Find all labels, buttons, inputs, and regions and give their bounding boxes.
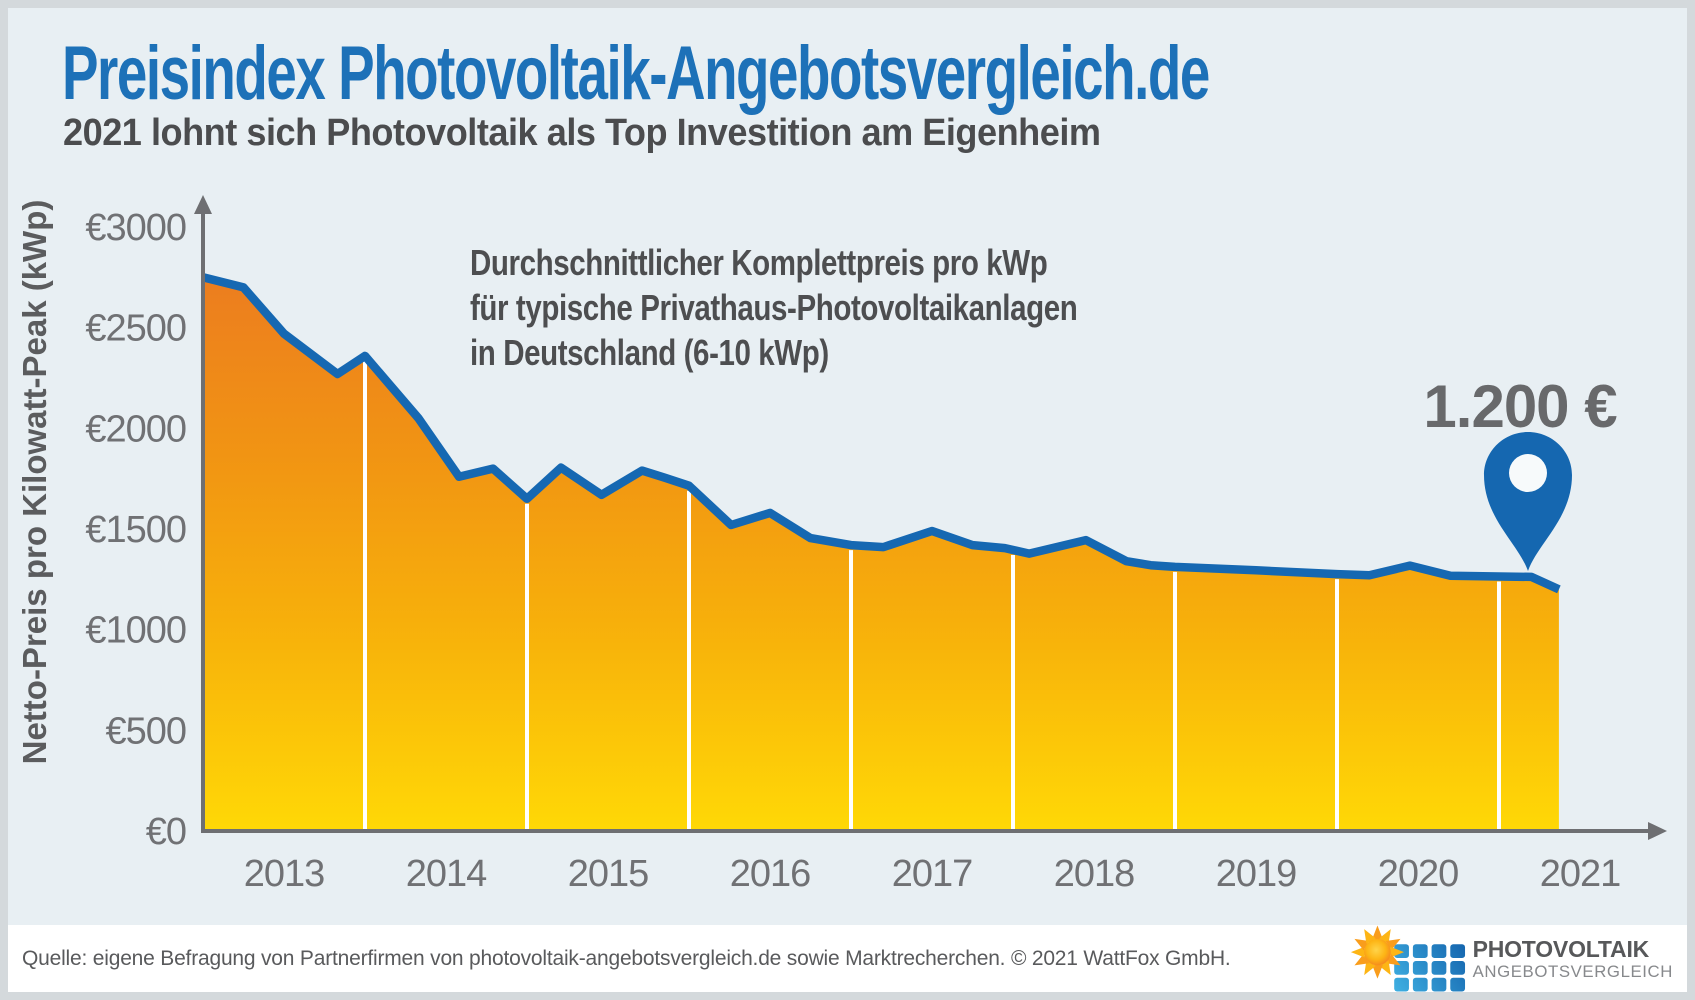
price-callout-label: 1.200 € [1423, 373, 1617, 440]
annotation-line-2: für typische Privathaus-Photovoltaikanla… [470, 287, 1078, 328]
page-subtitle: 2021 lohnt sich Photovoltaik als Top Inv… [63, 112, 1101, 154]
x-tick-2018: 2018 [1054, 853, 1135, 895]
annotation-line-1: Durchschnittlicher Komplettpreis pro kWp [470, 242, 1048, 283]
price-line [201, 273, 1561, 594]
annotation-line-3: in Deutschland (6-10 kWp) [470, 332, 829, 373]
y-axis-title: Netto-Preis pro Kilowatt-Peak (kWp) [16, 199, 53, 765]
logo-word-photovoltaik: PHOTOVOLTAIK [1472, 935, 1650, 962]
y-axis-arrow-icon [194, 195, 212, 214]
brand-logo: PHOTOVOLTAIK ANGEBOTSVERGLEICH [1345, 925, 1673, 993]
footer-bar: Quelle: eigene Befragung von Partnerfirm… [0, 925, 1695, 993]
x-tick-2021: 2021 [1540, 853, 1621, 895]
x-axis-arrow-icon [1648, 822, 1667, 840]
source-text: Quelle: eigene Befragung von Partnerfirm… [22, 947, 1231, 970]
x-tick-2020: 2020 [1378, 853, 1459, 895]
location-pin-icon [1484, 432, 1572, 571]
chart-annotation: Durchschnittlicher Komplettpreis pro kWp… [470, 240, 1078, 375]
page-title: Preisindex Photovoltaik-Angebotsvergleic… [62, 31, 1210, 116]
x-tick-2013: 2013 [244, 853, 325, 895]
price-area-fill [203, 277, 1559, 829]
logo-word-angebotsvergleich: ANGEBOTSVERGLEICH [1472, 961, 1673, 981]
solar-panel-grid [1393, 944, 1465, 992]
x-tick-2017: 2017 [892, 853, 973, 895]
x-tick-2019: 2019 [1216, 853, 1297, 895]
x-tick-2015: 2015 [568, 853, 649, 895]
solar-panel-sun-icon [1350, 925, 1465, 992]
y-tick-500: €500 [105, 710, 186, 752]
x-tick-2016: 2016 [730, 853, 811, 895]
x-tick-2014: 2014 [406, 853, 487, 895]
y-tick-1000: €1000 [85, 610, 186, 652]
y-tick-0: €0 [146, 811, 186, 853]
y-tick-3000: €3000 [85, 207, 186, 249]
sun-icon [1350, 925, 1404, 979]
y-tick-2000: €2000 [85, 408, 186, 450]
y-tick-2500: €2500 [85, 308, 186, 350]
y-tick-1500: €1500 [85, 509, 186, 551]
